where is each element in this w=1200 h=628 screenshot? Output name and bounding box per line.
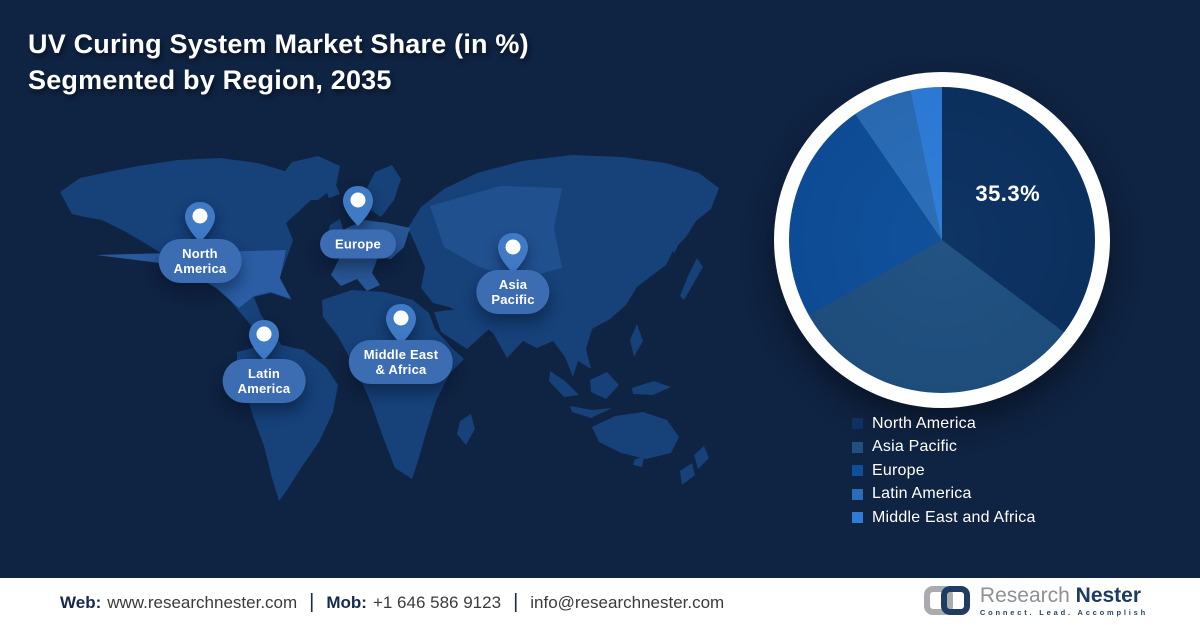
brand-name: Research Nester <box>980 585 1148 606</box>
legend-item: Europe <box>852 459 1036 483</box>
legend-label: Europe <box>872 461 925 479</box>
legend-swatch <box>852 418 863 430</box>
page-title: UV Curing System Market Share (in %) Seg… <box>28 26 529 98</box>
brand-name-research: Research <box>979 584 1070 607</box>
legend-swatch <box>852 512 863 524</box>
map-label-middle-east-africa: Middle East & Africa <box>348 340 454 384</box>
map-scandinavia <box>365 165 401 217</box>
mob-label: Mob: <box>326 593 367 612</box>
location-pin-icon-middle-east-africa <box>386 304 416 344</box>
chain-link-gray <box>923 585 953 615</box>
map-new-guinea <box>632 381 671 395</box>
brand-tagline: Connect. Lead. Accomplish <box>979 608 1148 617</box>
separator: | <box>513 590 519 613</box>
map-java <box>570 406 612 418</box>
legend-swatch <box>852 488 863 500</box>
map-philippines <box>630 324 643 357</box>
map-new-zealand-north <box>694 446 709 469</box>
map-arabia <box>434 308 489 349</box>
map-australia <box>592 412 679 459</box>
phone-number: +1 646 586 9123 <box>372 593 502 612</box>
legend-swatch <box>852 465 863 477</box>
pie-value-label: 35.3% <box>975 181 1041 207</box>
chain-link-navy <box>940 585 970 615</box>
legend-item: North America <box>852 412 1036 436</box>
location-pin-icon-europe <box>343 186 373 226</box>
legend: North America Asia Pacific Europe Latin Ame… <box>852 412 1036 530</box>
map-borneo <box>590 372 619 399</box>
pie-chart: 35.3% <box>789 87 1095 393</box>
legend-label: Latin America <box>872 485 972 503</box>
map-sakhalin <box>670 224 681 254</box>
legend-label: Asia Pacific <box>872 438 958 456</box>
map-highlight-usa <box>96 250 291 308</box>
page-title-line2: Segmented by Region, 2035 <box>28 65 392 95</box>
map-highlight-central-asia <box>430 186 562 279</box>
website-url: www.researchnester.com <box>107 593 298 612</box>
map-japan <box>680 258 703 300</box>
map-iceland <box>326 185 340 198</box>
brand-text: Research Nester Connect. Lead. Accomplis… <box>980 585 1148 617</box>
contact-info: Web: www.researchnester.com | Mob: +1 64… <box>60 578 724 628</box>
legend-item: Middle East and Africa <box>852 506 1036 530</box>
map-label-latin-america: Latin America <box>222 359 306 403</box>
legend-swatch <box>852 441 863 453</box>
map-sumatra <box>549 371 579 397</box>
chain-link-logo-icon <box>923 585 972 617</box>
brand-name-nester: Nester <box>1075 584 1142 607</box>
legend-item: Asia Pacific <box>852 436 1036 460</box>
map-madagascar <box>457 414 475 445</box>
map-new-zealand-south <box>680 463 695 485</box>
legend-label: Middle East and Africa <box>872 508 1036 526</box>
legend-label: North America <box>872 414 976 432</box>
map-africa <box>322 290 464 479</box>
map-label-north-america: North America <box>158 239 242 283</box>
brand-logo: Research Nester Connect. Lead. Accomplis… <box>923 585 1148 617</box>
map-label-asia-pacific: Asia Pacific <box>476 270 550 314</box>
pie-chart-ring: 35.3% <box>774 72 1110 408</box>
location-pin-icon-asia-pacific <box>498 233 528 273</box>
legend-item: Latin America <box>852 483 1036 507</box>
footer-bar: Web: www.researchnester.com | Mob: +1 64… <box>0 578 1200 628</box>
map-tasmania <box>633 457 644 467</box>
page-title-line1: UV Curing System Market Share (in %) <box>28 29 529 59</box>
location-pin-icon-latin-america <box>249 320 279 360</box>
email-address: info@researchnester.com <box>530 593 725 612</box>
separator: | <box>309 590 315 613</box>
location-pin-icon-north-america <box>185 202 215 242</box>
map-label-europe: Europe <box>320 229 396 259</box>
web-label: Web: <box>60 593 102 612</box>
map-asia <box>408 155 719 377</box>
